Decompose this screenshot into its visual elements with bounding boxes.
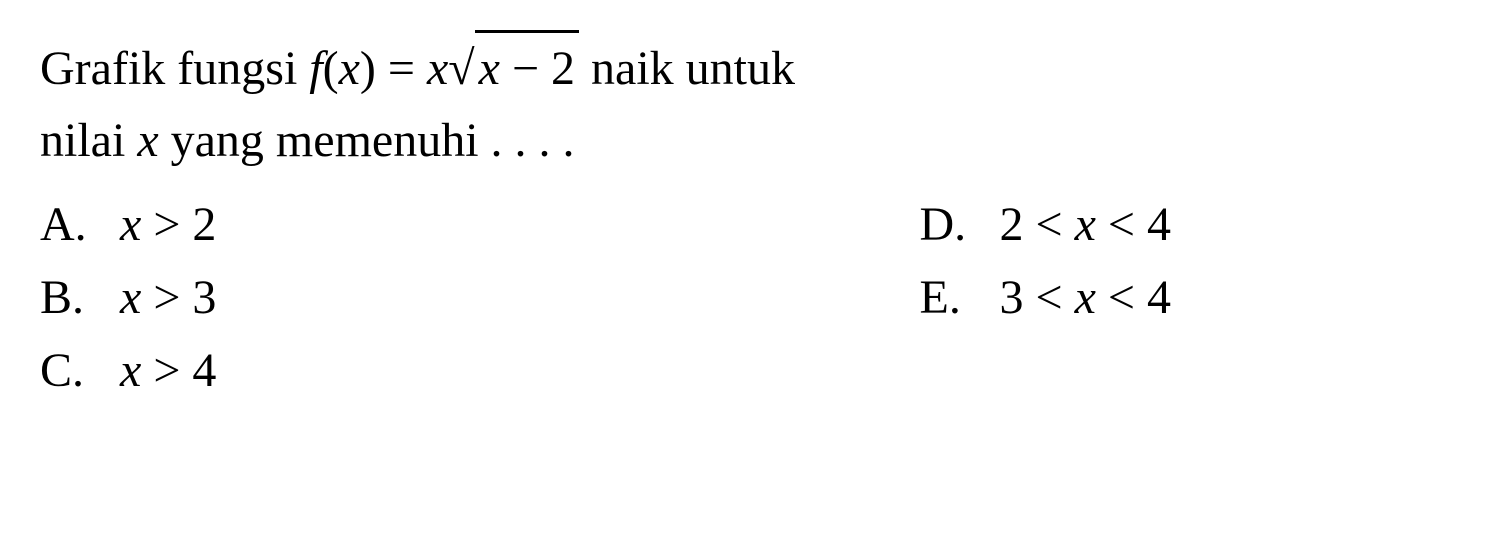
option-d-label: D. [920,197,1000,252]
option-c-var: x [120,344,141,397]
sqrt-icon: √ [448,42,474,95]
paren-open: ( [323,42,339,95]
option-e-pre: 3 < [1000,271,1075,324]
option-a-content: x > 2 [120,197,216,252]
option-a-rest: > 2 [141,198,216,251]
text-post: naik untuk [579,42,795,95]
option-c-label: C. [40,343,120,398]
equals: = [376,42,427,95]
option-b-label: B. [40,270,120,325]
option-e-var: x [1075,271,1096,324]
option-e-label: E. [920,270,1000,325]
option-b-content: x > 3 [120,270,216,325]
option-a-var: x [120,198,141,251]
sqrt-rest: − 2 [500,42,575,95]
option-e-rest: < 4 [1096,271,1171,324]
option-a: A. x > 2 [40,197,570,252]
option-c-rest: > 4 [141,344,216,397]
function-arg: x [339,42,360,95]
option-d-content: 2 < x < 4 [1000,197,1171,252]
question-line-2: nilai x yang memenuhi . . . . [40,105,1449,177]
line2-post: yang memenuhi . . . . [159,114,575,167]
option-c: C. x > 4 [40,343,570,398]
text-pre: Grafik fungsi [40,42,309,95]
option-a-label: A. [40,197,120,252]
option-e-content: 3 < x < 4 [1000,270,1171,325]
option-e: E. 3 < x < 4 [920,270,1450,325]
sqrt-expr: √x − 2 [448,30,579,105]
x-coeff: x [427,42,448,95]
option-b-var: x [120,271,141,324]
line2-pre: nilai [40,114,137,167]
option-c-content: x > 4 [120,343,216,398]
option-d: D. 2 < x < 4 [920,197,1450,252]
line2-var: x [137,114,158,167]
option-b: B. x > 3 [40,270,570,325]
option-b-rest: > 3 [141,271,216,324]
paren-close: ) [360,42,376,95]
sqrt-var: x [479,42,500,95]
question-stem: Grafik fungsi f(x) = x√x − 2 naik untuk … [40,30,1449,177]
function-f: f [309,42,322,95]
question-line-1: Grafik fungsi f(x) = x√x − 2 naik untuk [40,30,1449,105]
sqrt-radicand: x − 2 [475,30,579,105]
option-d-rest: < 4 [1096,198,1171,251]
option-d-var: x [1075,198,1096,251]
options-grid: A. x > 2 B. x > 3 C. x > 4 D. 2 < x < 4 … [40,197,1449,398]
option-d-pre: 2 < [1000,198,1075,251]
